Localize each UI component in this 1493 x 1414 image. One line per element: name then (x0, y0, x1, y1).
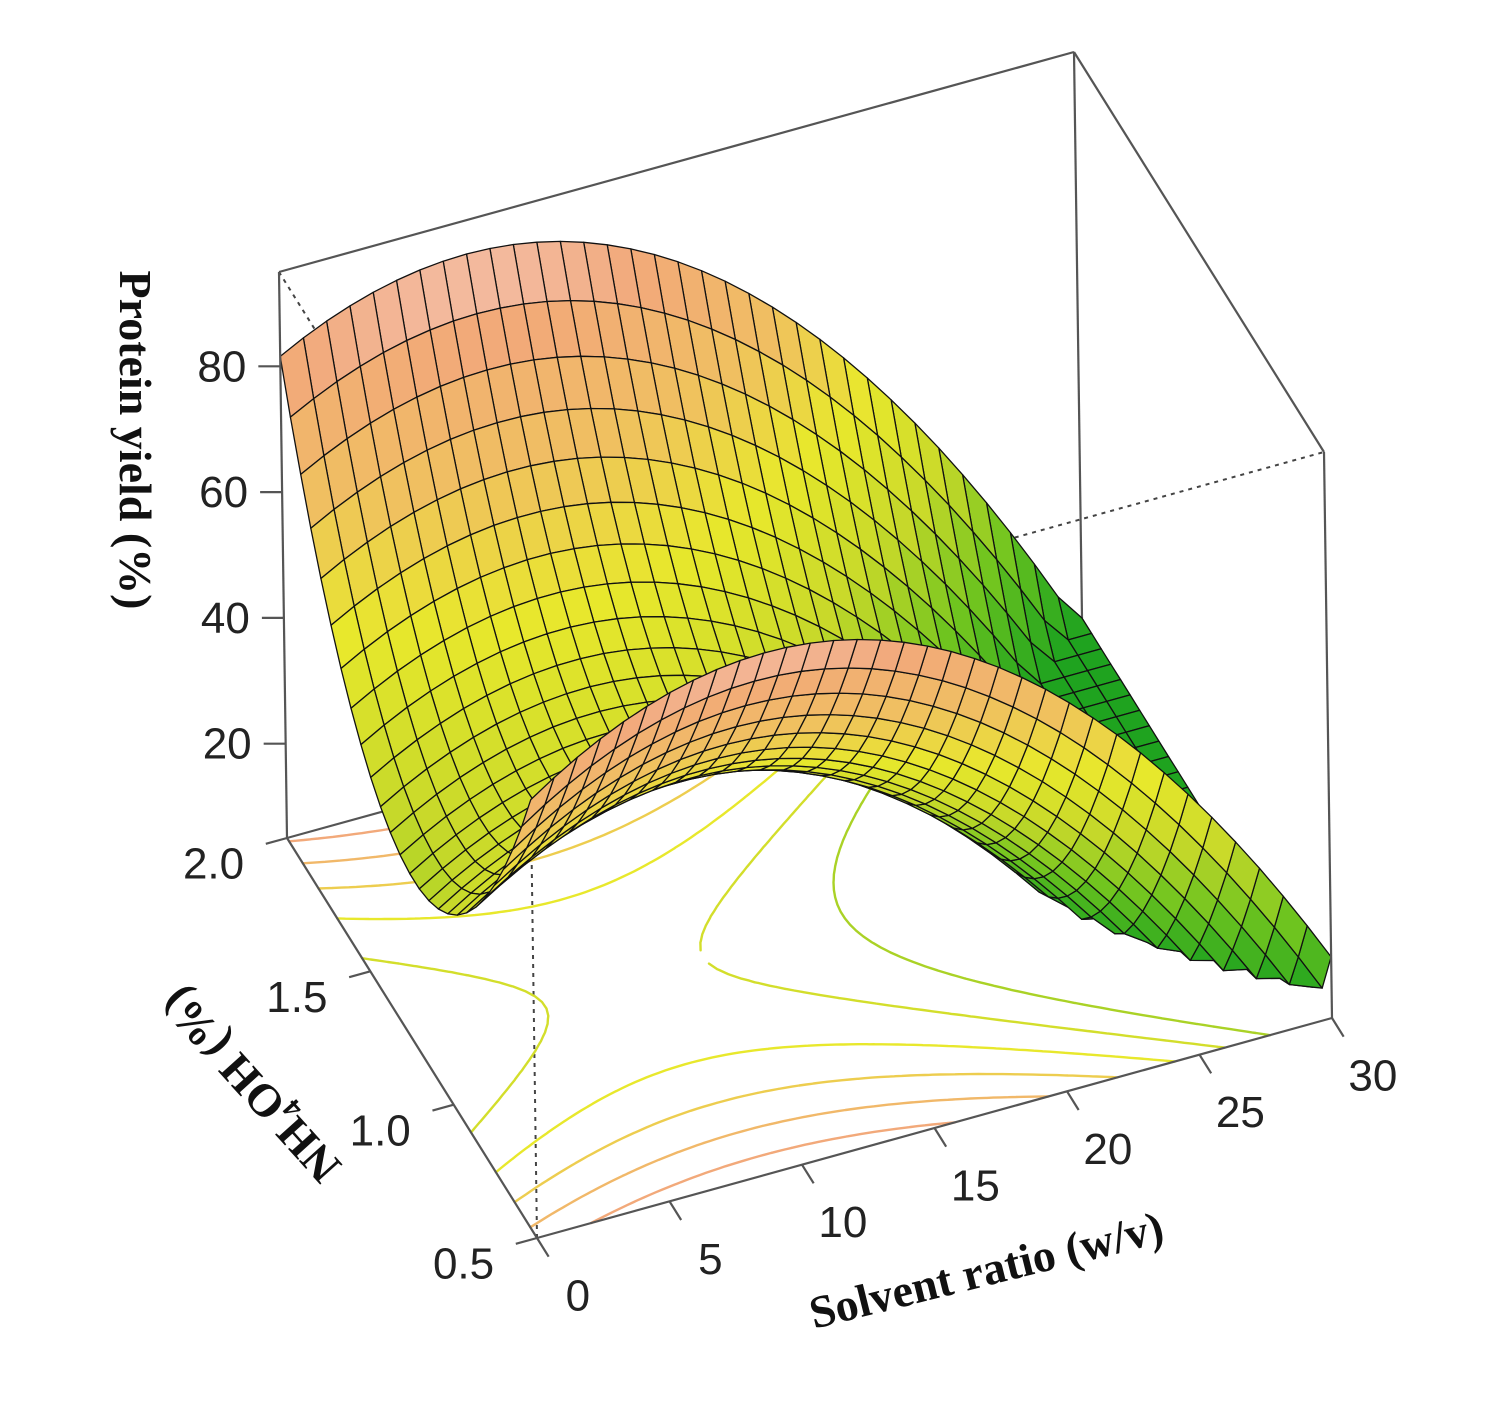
x-tick-label: 0 (566, 1272, 590, 1321)
x-tick-mark (1331, 1017, 1345, 1038)
axis-ticks: 0 5 10 15 20 25 30 0.5 1.0 1.5 2.0 20 40 60 80 (183, 342, 1397, 1320)
x-tick-mark (933, 1127, 948, 1148)
y-tick-mark (348, 970, 371, 979)
x-tick-mark (1066, 1090, 1080, 1111)
x-tick-label: 15 (951, 1162, 1000, 1211)
x-tick-label: 20 (1083, 1125, 1132, 1174)
z-axis-title: Protein yield (%) (110, 271, 161, 610)
x-tick-mark (536, 1237, 550, 1258)
y-tick-label: 0.5 (433, 1240, 494, 1289)
y-tick-label: 2.0 (183, 840, 244, 889)
response-surface (279, 240, 1332, 989)
box-back-top-edge (278, 50, 1075, 274)
y-tick-mark (265, 836, 288, 845)
x-tick-label: 10 (818, 1198, 867, 1247)
z-tick-label: 80 (197, 342, 246, 391)
y-tick-label: 1.0 (350, 1106, 411, 1155)
x-tick-label: 30 (1348, 1052, 1397, 1101)
y-tick-mark (432, 1103, 454, 1112)
x-tick-label: 25 (1216, 1088, 1265, 1137)
z-tick-label: 20 (203, 720, 252, 769)
x-tick-label: 5 (698, 1235, 722, 1284)
y-tick-label: 1.5 (266, 973, 327, 1022)
y-tick-mark (515, 1236, 538, 1245)
z-tick-label: 60 (199, 468, 248, 517)
z-tick-label: 40 (201, 594, 250, 643)
box-front-right-top-edge (1073, 51, 1325, 453)
y-axis-line (286, 837, 538, 1239)
x-tick-mark (668, 1200, 683, 1221)
x-tick-mark (1198, 1054, 1213, 1074)
x-tick-mark (801, 1164, 815, 1184)
box-front-right-vertical-edge (1322, 451, 1334, 1019)
box-back-vertical-edge (1072, 51, 1084, 619)
surface-facet (521, 777, 555, 827)
